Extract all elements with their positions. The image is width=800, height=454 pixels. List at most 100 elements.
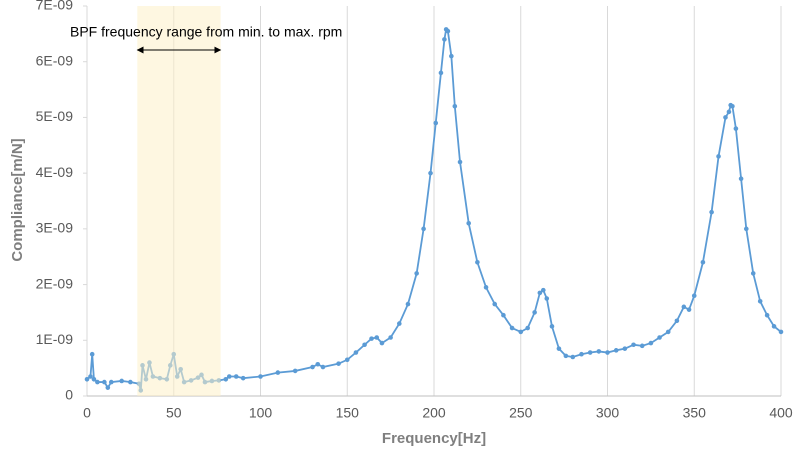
data-point bbox=[639, 343, 645, 349]
x-tick-label: 0 bbox=[83, 405, 91, 421]
data-point bbox=[541, 287, 546, 293]
data-point bbox=[631, 342, 636, 348]
data-point bbox=[587, 350, 593, 355]
data-point bbox=[89, 351, 95, 357]
bpf-band bbox=[137, 6, 221, 396]
data-point bbox=[292, 368, 298, 374]
data-point bbox=[501, 312, 506, 318]
x-tick-label: 400 bbox=[769, 405, 793, 421]
data-point bbox=[622, 346, 628, 351]
x-tick-label: 200 bbox=[422, 405, 446, 421]
data-point bbox=[433, 120, 439, 126]
data-point bbox=[336, 361, 341, 366]
data-point bbox=[665, 329, 671, 335]
data-point bbox=[233, 374, 239, 379]
y-tick-label: 3E-09 bbox=[36, 220, 74, 236]
data-point bbox=[544, 296, 550, 301]
data-point bbox=[744, 226, 749, 232]
data-point bbox=[438, 70, 444, 76]
data-point bbox=[750, 271, 756, 276]
data-point bbox=[119, 378, 124, 384]
data-point bbox=[421, 226, 426, 232]
data-point bbox=[764, 312, 770, 318]
data-point bbox=[549, 324, 555, 329]
data-point bbox=[374, 335, 380, 340]
x-tick-label: 300 bbox=[596, 405, 620, 421]
y-tick-label: 2E-09 bbox=[36, 275, 74, 291]
data-point bbox=[320, 364, 326, 370]
x-axis-title: Frequency[Hz] bbox=[382, 430, 486, 447]
data-point bbox=[709, 209, 714, 215]
data-point bbox=[457, 159, 463, 165]
data-point bbox=[537, 290, 543, 296]
data-point bbox=[596, 349, 602, 354]
data-point bbox=[483, 285, 489, 290]
data-point bbox=[344, 357, 350, 363]
data-point bbox=[362, 342, 367, 348]
data-point bbox=[369, 336, 374, 341]
data-point bbox=[657, 335, 662, 340]
data-point bbox=[353, 350, 359, 355]
data-point bbox=[102, 379, 107, 385]
data-point bbox=[757, 298, 763, 304]
data-point bbox=[730, 103, 735, 109]
y-tick-label: 0 bbox=[65, 387, 73, 403]
data-point bbox=[105, 385, 111, 390]
data-point bbox=[723, 115, 728, 120]
y-tick-label: 1E-09 bbox=[36, 331, 74, 347]
data-point bbox=[691, 293, 697, 299]
data-point bbox=[108, 379, 114, 385]
data-point bbox=[563, 353, 569, 359]
data-point bbox=[778, 329, 784, 335]
data-point bbox=[388, 335, 393, 340]
x-tick-label: 100 bbox=[249, 405, 273, 421]
data-point bbox=[738, 176, 744, 182]
data-point bbox=[733, 126, 739, 131]
data-point bbox=[88, 374, 93, 379]
x-tick-label: 250 bbox=[509, 405, 533, 421]
data-point bbox=[700, 259, 706, 265]
x-tick-label: 50 bbox=[166, 405, 182, 421]
y-tick-label: 7E-09 bbox=[36, 0, 74, 13]
data-point bbox=[492, 301, 498, 307]
data-point bbox=[405, 301, 411, 307]
data-point bbox=[648, 340, 654, 346]
data-point bbox=[315, 361, 321, 367]
data-point bbox=[716, 154, 721, 159]
data-point bbox=[240, 375, 246, 381]
data-point bbox=[310, 364, 315, 370]
data-point bbox=[674, 318, 680, 324]
data-point bbox=[223, 376, 229, 382]
data-point bbox=[95, 379, 100, 385]
data-point bbox=[275, 370, 281, 375]
data-point bbox=[452, 103, 458, 109]
data-point bbox=[681, 304, 687, 310]
y-tick-label: 4E-09 bbox=[36, 164, 74, 180]
data-point bbox=[605, 350, 610, 355]
data-point bbox=[525, 325, 530, 331]
data-point bbox=[532, 310, 537, 315]
data-point bbox=[771, 324, 777, 329]
data-point bbox=[579, 351, 584, 357]
data-point bbox=[466, 220, 472, 226]
data-point bbox=[726, 109, 732, 115]
data-point bbox=[449, 53, 454, 59]
data-point bbox=[84, 376, 90, 382]
data-point bbox=[613, 348, 619, 353]
data-point bbox=[91, 376, 97, 382]
data-point bbox=[442, 37, 447, 42]
data-point bbox=[570, 354, 576, 360]
annotation: BPF frequency range from min. to max. rp… bbox=[70, 24, 342, 40]
data-point bbox=[509, 325, 515, 331]
y-axis-title: Compliance[m/N] bbox=[9, 138, 26, 261]
data-point bbox=[379, 340, 385, 346]
y-tick-label: 6E-09 bbox=[36, 52, 74, 68]
data-point bbox=[445, 28, 451, 34]
y-tick-label: 5E-09 bbox=[36, 108, 74, 124]
x-tick-label: 150 bbox=[336, 405, 360, 421]
data-point bbox=[556, 346, 562, 351]
data-point bbox=[428, 170, 433, 176]
data-point bbox=[518, 329, 524, 335]
data-point bbox=[686, 307, 692, 312]
